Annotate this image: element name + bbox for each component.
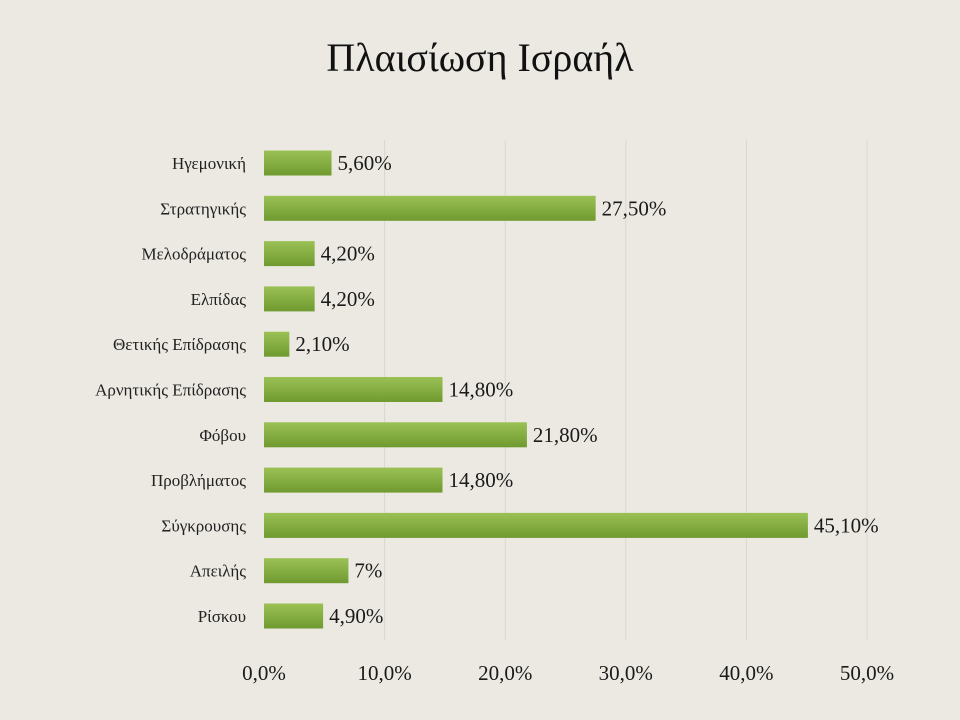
bar <box>264 512 808 538</box>
data-label: 4,90% <box>329 604 383 628</box>
category-label: Αρνητικής Επίδρασης <box>95 381 246 400</box>
bar <box>264 331 290 357</box>
data-label: 2,10% <box>295 332 349 356</box>
data-label: 14,80% <box>448 378 513 402</box>
category-label: Απειλής <box>190 562 247 581</box>
data-label: 4,20% <box>321 242 375 266</box>
bar <box>264 286 315 312</box>
bar <box>264 558 349 584</box>
x-tick-label: 30,0% <box>599 661 653 685</box>
bar <box>264 150 332 176</box>
category-label: Μελοδράματος <box>142 245 247 264</box>
x-tick-label: 10,0% <box>357 661 411 685</box>
category-label: Στρατηγικής <box>160 199 246 218</box>
data-label: 7% <box>354 559 382 583</box>
bar-layer <box>264 150 808 629</box>
category-label: Θετικής Επίδρασης <box>113 335 246 354</box>
bar <box>264 467 443 493</box>
data-label: 45,10% <box>814 513 879 537</box>
tick-layer: 0,0% 10,0% 20,0% 30,0% 40,0% 50,0% <box>242 661 894 685</box>
chart-title: Πλαισίωση Ισραήλ <box>326 35 634 80</box>
bar <box>264 422 527 448</box>
bar <box>264 195 596 221</box>
bar <box>264 241 315 267</box>
category-label: Σύγκρουσης <box>161 516 246 535</box>
category-label: Φόβου <box>200 426 247 445</box>
bar <box>264 377 443 402</box>
bar <box>264 603 324 629</box>
x-tick-label: 40,0% <box>719 661 773 685</box>
data-label: 4,20% <box>321 287 375 311</box>
grid-layer <box>384 140 868 640</box>
data-label: 14,80% <box>448 468 513 492</box>
x-tick-label: 50,0% <box>840 661 894 685</box>
label-layer: Ηγεμονική 5,60% Στρατηγικής 27,50% Μελοδράμα… <box>95 151 879 628</box>
x-tick-label: 0,0% <box>242 661 286 685</box>
category-label: Ηγεμονική <box>172 154 246 173</box>
data-label: 27,50% <box>602 196 667 220</box>
data-label: 21,80% <box>533 423 598 447</box>
category-label: Ρίσκου <box>198 607 246 626</box>
data-label: 5,60% <box>338 151 392 175</box>
category-label: Προβλήματος <box>151 471 246 490</box>
category-label: Ελπίδας <box>191 290 247 309</box>
x-tick-label: 20,0% <box>478 661 532 685</box>
